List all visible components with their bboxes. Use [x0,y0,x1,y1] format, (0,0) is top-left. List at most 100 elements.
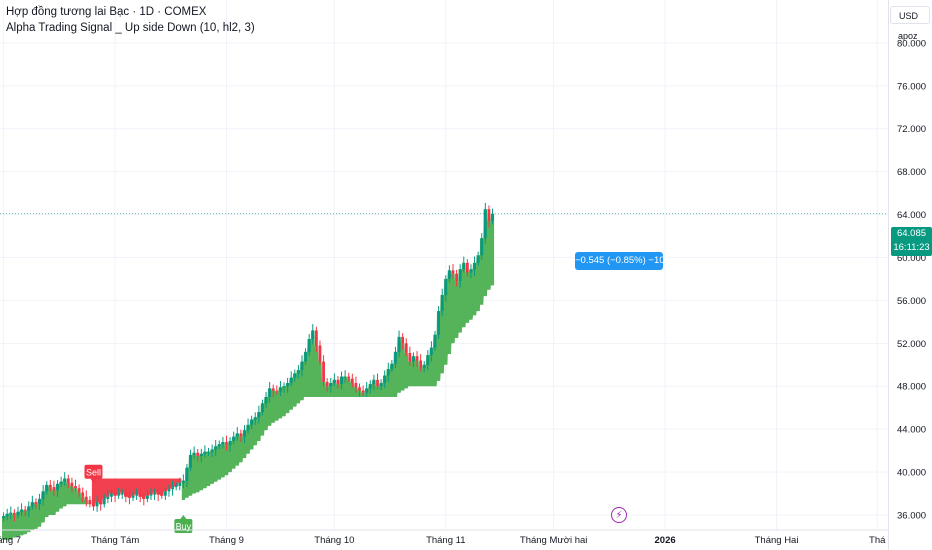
candle-body [146,495,149,499]
sell-signal-text: Sell [86,467,101,477]
candle-body [199,453,203,456]
chart-grid [0,0,888,530]
candle-body [153,492,156,495]
y-tick-label: 52.000 [897,339,926,350]
candle-body [160,494,164,496]
indicator-title[interactable]: Alpha Trading Signal _ Up side Down (10,… [6,22,255,34]
candle-body [149,494,153,496]
candle-body [293,373,297,378]
x-tick-label: Tháng 10 [314,535,354,546]
y-tick-label: 40.000 [897,468,926,479]
candle-body [185,467,189,481]
candle-body [92,504,95,507]
candle-body [430,347,433,356]
candle-body [63,478,67,482]
candle-body [38,498,41,505]
candle-body [5,513,9,517]
candle-body [451,270,455,274]
candle-body [487,209,491,222]
candle-body [23,509,27,511]
candle-body [214,446,218,450]
candle-body [257,411,261,418]
candle-body [473,262,476,270]
uptrend-band [2,478,92,540]
candle-body [447,270,451,279]
candle-body [95,502,99,507]
x-axis: Tháng 7 Tháng Tám Tháng 9 Tháng 10 Tháng 11 T… [0,529,888,546]
buy-signal-text: Buy [176,521,192,531]
candle-body [455,273,458,282]
candle-body [440,295,444,312]
candle-body [167,489,171,492]
candle-body [261,403,264,412]
candle-body [12,512,16,515]
candle-body [138,493,142,497]
candle-body [358,387,361,391]
candle-body [282,386,286,388]
candle-body [307,339,311,352]
x-tick-label: Tháng 9 [209,535,244,546]
currency-button[interactable]: USD [890,6,930,24]
candle-body [16,511,20,515]
candle-body [462,262,466,270]
candle-body [181,480,185,483]
candle-body [52,487,56,491]
candle-body [372,379,376,385]
candle-body [437,311,441,335]
buy-signal-pointer [180,514,187,519]
x-tick-label: Tháng Mười hai [520,535,588,546]
candle-body [322,361,325,382]
user-button[interactable]: apoz [898,31,918,41]
candle-body [350,378,354,384]
last-price-tag: 64.085 16:11:23 [891,227,932,256]
candle-body [253,417,257,420]
y-tick-label: 48.000 [897,382,926,393]
candle-body [117,494,121,496]
candle-body [347,376,351,379]
lightning-icon[interactable]: ⚡︎ [611,507,627,523]
candle-body [228,440,232,446]
y-tick-label: 44.000 [897,425,926,436]
candle-body [45,484,49,492]
candle-body [9,512,13,514]
candle-body [422,364,426,368]
signals: Sell Buy [84,464,193,533]
price-axis[interactable]: 36.000 40.000 44.000 48.000 52.000 56.000 60.0… [888,0,932,550]
candle-body [394,351,397,364]
candle-body [365,388,369,393]
countdown-timer: 16:11:23 [893,242,930,253]
candle-body [106,496,110,499]
last-price-value: 64.085 [896,228,927,239]
candle-body [124,492,128,497]
candle-body [142,496,146,499]
candle-body [361,390,365,393]
x-tick-label: Tháng 11 [426,535,465,546]
candle-body [268,388,272,397]
candle-body [343,376,347,378]
x-tick-label: Tháng 7 [0,535,21,546]
candle-body [250,419,254,425]
sell-signal-pointer [90,478,97,483]
uptrend-band [181,209,495,500]
candle-body [70,482,74,487]
candle-body [300,361,304,371]
candle-body [415,356,419,361]
candle-body [318,345,322,362]
candles [2,202,494,522]
candle-body [390,363,394,370]
candle-body [433,334,437,348]
candle-body [246,424,250,431]
x-tick-label: Thá [869,535,886,546]
candle-body [56,483,59,491]
candle-body [239,433,243,437]
sell-signal-label [84,464,103,479]
candle-body [81,492,85,497]
y-tick-label: 80.000 [897,38,926,49]
symbol-title[interactable]: Hợp đồng tương lai Bạc · 1D · COMEX [6,6,207,18]
candle-body [192,452,196,455]
candle-body [163,491,167,496]
candle-body [368,384,372,389]
candle-body [84,496,88,500]
candle-body [135,493,139,496]
